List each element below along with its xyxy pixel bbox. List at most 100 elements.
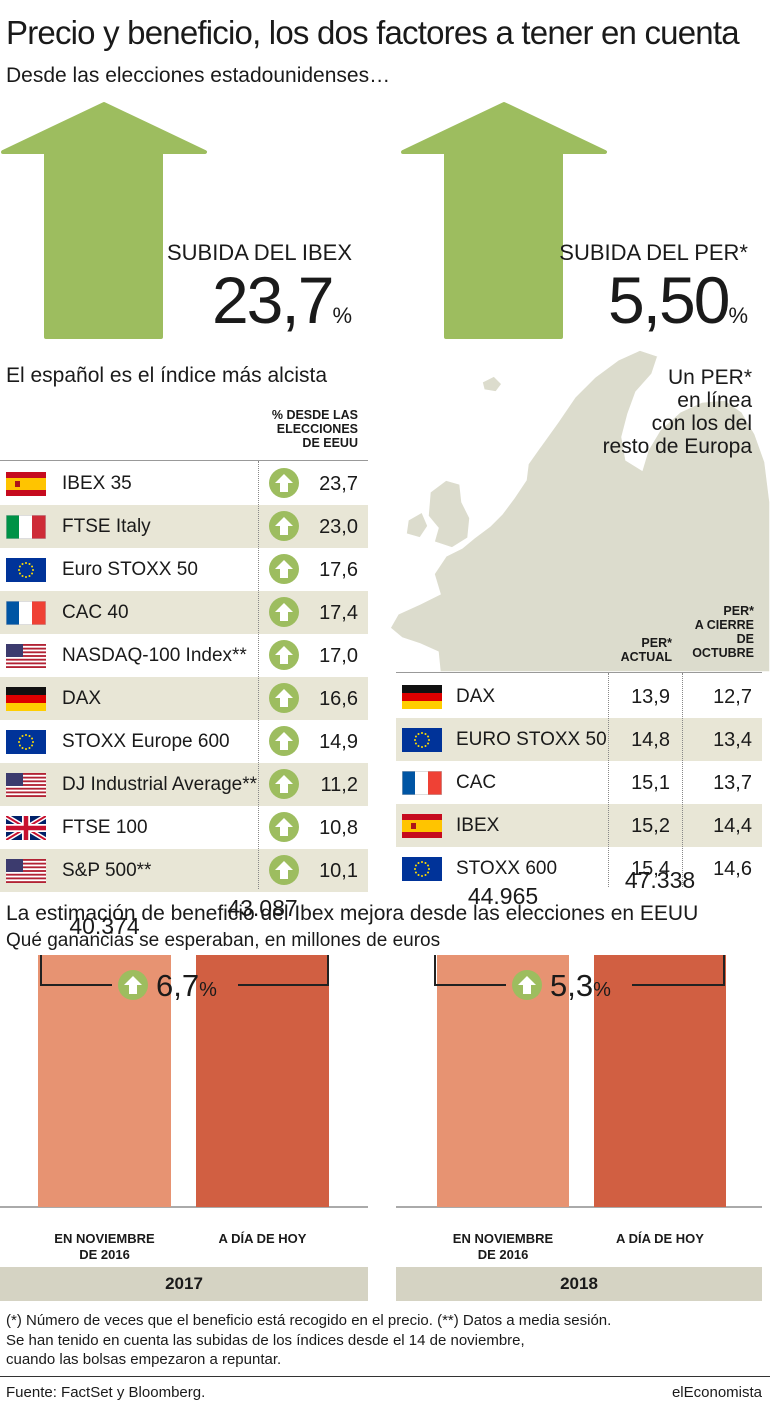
- up-arrow-icon: [512, 970, 542, 1008]
- bar: [437, 955, 569, 1207]
- index-change-value: 11,2: [320, 774, 358, 796]
- map-caption: Un PER* en línea con los del resto de Eu…: [603, 366, 752, 458]
- usa-flag-icon: [6, 643, 46, 668]
- up-arrow-icon: [269, 726, 299, 761]
- per-october-value: 14,6: [713, 858, 752, 880]
- right-table-divider: [682, 673, 683, 887]
- per-actual-value: 15,2: [631, 815, 670, 837]
- table-row: EURO STOXX 50: [396, 718, 762, 761]
- category-label: A DÍA DE HOY: [584, 1231, 736, 1247]
- up-arrow-icon: [269, 554, 299, 589]
- eu-flag-icon: [6, 557, 46, 582]
- kpi-label-per: SUBIDA DEL PER*: [559, 240, 748, 265]
- index-name: CAC: [456, 771, 497, 793]
- per-actual-value: 14,8: [631, 729, 670, 751]
- earnings-heading: La estimación de beneficio del Ibex mejo…: [6, 902, 699, 925]
- kpi-unit-per: %: [728, 303, 748, 328]
- up-arrow-icon: [269, 855, 299, 890]
- right-table-divider: [608, 673, 609, 887]
- column-header-line: DE EEUU: [302, 436, 358, 450]
- category-label-line: EN NOVIEMBRE: [54, 1231, 155, 1246]
- page-title: Precio y beneficio, los dos factores a t…: [6, 14, 740, 51]
- year-label: 2017: [0, 1267, 368, 1301]
- italy-flag-icon: [5, 514, 47, 539]
- index-change-value: 23,0: [319, 516, 358, 538]
- left-table-column-header: % DESDE LAS ELECCIONES DE EEUU: [240, 408, 358, 450]
- category-label-line: DE 2016: [477, 1247, 529, 1262]
- footnote-3: cuando las bolsas empezaron a repuntar.: [6, 1351, 282, 1368]
- up-arrow-icon: [269, 468, 299, 503]
- kpi-label-ibex: SUBIDA DEL IBEX: [166, 240, 352, 265]
- map-caption-line: con los del: [651, 412, 752, 435]
- column-header-line: PER*: [641, 636, 672, 650]
- index-name: CAC 40: [62, 601, 129, 623]
- france-flag-icon: [5, 600, 47, 625]
- table-row: S&P 500**: [0, 849, 368, 892]
- per-october-value: 14,4: [713, 815, 752, 837]
- page-subtitle: Desde las elecciones estadounidenses…: [6, 64, 391, 87]
- index-name: DJ Industrial Average**: [62, 773, 258, 795]
- kpi-unit-ibex: %: [332, 303, 352, 328]
- index-change-value: 17,6: [319, 559, 358, 581]
- kpi-arrows: [1, 102, 607, 339]
- table-row: STOXX 600: [396, 847, 762, 890]
- footer-source: Fuente: FactSet y Bloomberg.: [6, 1384, 206, 1401]
- change-value: 6,7: [156, 968, 200, 1003]
- bar-value-label: 44.965: [467, 882, 539, 909]
- per-october-value: 13,4: [713, 729, 752, 751]
- index-name: STOXX Europe 600: [62, 730, 230, 752]
- change-unit: %: [199, 979, 217, 1001]
- index-change-value: 17,4: [319, 602, 358, 624]
- usa-flag-icon: [6, 858, 46, 883]
- footnote-2: Se han tenido en cuenta las subidas de l…: [6, 1332, 525, 1349]
- up-arrow-icon: [269, 769, 299, 804]
- category-label-line: DE 2016: [79, 1247, 130, 1262]
- earnings-subheading: Qué ganancias se esperaban, en millones …: [6, 930, 441, 951]
- change-percent: 5,3%: [512, 968, 611, 1008]
- right-col1-header: PER* ACTUAL: [600, 636, 672, 664]
- right-col2-header: PER* A CIERRE DE OCTUBRE: [680, 604, 754, 660]
- footer-brand: elEconomista: [671, 1384, 762, 1401]
- bar: [594, 955, 726, 1207]
- up-arrow-icon: [269, 597, 299, 632]
- france-flag-icon: [401, 770, 443, 795]
- index-change-value: 17,0: [319, 645, 358, 667]
- index-name: IBEX 35: [62, 472, 132, 494]
- eu-flag-icon: [402, 727, 442, 752]
- left-table-heading: El español es el índice más alcista: [6, 364, 327, 387]
- eu-flag-icon: [6, 729, 46, 754]
- column-header-line: OCTUBRE: [692, 646, 754, 660]
- europe-map: [390, 349, 770, 672]
- category-label-line: EN NOVIEMBRE: [452, 1231, 554, 1246]
- earnings-chart: [0, 955, 762, 1208]
- index-name: EURO STOXX 50: [456, 728, 607, 750]
- table-row: FTSE 100: [0, 806, 368, 849]
- index-name: DAX: [456, 685, 496, 707]
- bar-value-label: 43.087: [227, 894, 298, 921]
- index-name: FTSE Italy: [62, 515, 151, 537]
- germany-flag-icon: [402, 684, 442, 709]
- up-arrow-icon: [269, 640, 299, 675]
- category-label-line: A DÍA DE HOY: [218, 1231, 307, 1246]
- column-header-line: % DESDE LAS: [271, 408, 358, 422]
- kpi-ibex: 23,7%: [212, 262, 352, 338]
- up-arrow-icon: [269, 511, 299, 546]
- change-bracket: [40, 955, 329, 986]
- category-label-line: A DÍA DE HOY: [616, 1231, 704, 1246]
- kpi-value-per: 5,50: [607, 263, 730, 337]
- index-name: S&P 500**: [62, 859, 152, 881]
- spain-flag-icon: [6, 471, 46, 496]
- table-row: FTSE Italy: [0, 505, 368, 548]
- category-label: EN NOVIEMBRE DE 2016: [28, 1231, 181, 1263]
- kpi-per: 5,50%: [608, 262, 748, 338]
- index-change-value: 16,6: [319, 688, 358, 710]
- arrow-up-icon: [1, 102, 207, 339]
- table-row: DJ Industrial Average**: [0, 763, 368, 806]
- index-name: FTSE 100: [62, 816, 148, 838]
- column-header-line: ELECCIONES: [276, 422, 358, 436]
- per-october-value: 13,7: [713, 772, 752, 794]
- left-table-rule: [0, 460, 368, 461]
- index-name: Euro STOXX 50: [62, 558, 198, 580]
- category-label: A DÍA DE HOY: [186, 1231, 339, 1247]
- map-caption-line: resto de Europa: [602, 435, 752, 458]
